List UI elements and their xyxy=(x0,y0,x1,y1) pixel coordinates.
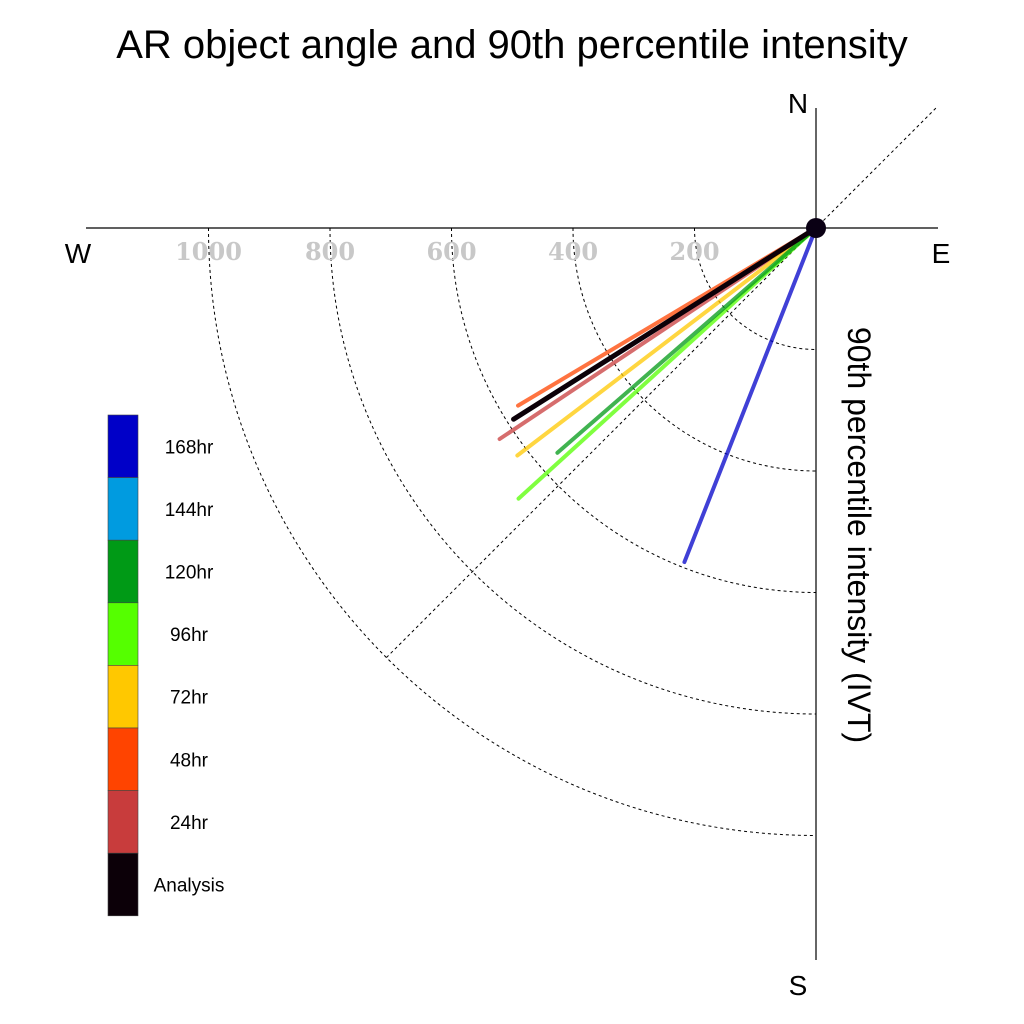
range-ring-label-400: 400 xyxy=(548,237,598,266)
radial-tick-labels: 200 400 600 800 1000 xyxy=(175,237,719,266)
range-ring-label-200: 200 xyxy=(669,237,719,266)
legend-swatch-analysis xyxy=(107,852,139,917)
legend-label-96hr: 96hr xyxy=(170,625,209,646)
compass-north-label: N xyxy=(788,88,808,119)
range-ring-label-1000: 1000 xyxy=(175,237,242,266)
vector-series xyxy=(497,218,826,565)
legend-swatch-72hr xyxy=(107,665,139,729)
compass-west-label: W xyxy=(65,238,92,269)
range-ring-400 xyxy=(572,227,817,472)
axes xyxy=(86,105,939,960)
range-ring-800 xyxy=(329,227,817,715)
legend-swatch-96hr xyxy=(107,602,139,666)
range-ring-1000 xyxy=(208,227,817,836)
compass-east-label: E xyxy=(932,238,951,269)
legend: 168hr 144hr 120hr 96hr 72hr 48hr 24hr Analysis xyxy=(107,414,225,917)
legend-swatch-144hr xyxy=(107,477,139,541)
diagonal-guide-line xyxy=(386,105,939,658)
legend-label-120hr: 120hr xyxy=(165,563,214,584)
legend-label-48hr: 48hr xyxy=(170,750,209,771)
chart-title: AR object angle and 90th percentile inte… xyxy=(116,23,908,67)
range-ring-label-600: 600 xyxy=(426,237,476,266)
legend-label-144hr: 144hr xyxy=(165,500,214,521)
legend-label-analysis: Analysis xyxy=(154,876,225,897)
range-ring-600 xyxy=(451,227,817,593)
y-axis-label: 90th percentile intensity (IVT) xyxy=(841,327,877,743)
legend-label-168hr: 168hr xyxy=(165,437,214,458)
range-ring-label-800: 800 xyxy=(305,237,355,266)
range-ring-200 xyxy=(694,227,817,350)
vector-analysis xyxy=(511,225,819,422)
legend-swatch-120hr xyxy=(107,539,139,604)
radial-rings xyxy=(208,227,817,836)
origin-marker xyxy=(806,218,826,238)
legend-label-72hr: 72hr xyxy=(170,688,209,709)
legend-swatch-168hr xyxy=(107,414,139,478)
vector-120hr xyxy=(555,226,818,455)
legend-swatch-48hr xyxy=(107,727,139,791)
legend-swatch-24hr xyxy=(107,790,139,854)
vector-72hr xyxy=(515,226,818,458)
legend-label-24hr: 24hr xyxy=(170,813,209,834)
vector-168hr xyxy=(682,226,818,565)
compass-south-label: S xyxy=(789,970,808,1001)
